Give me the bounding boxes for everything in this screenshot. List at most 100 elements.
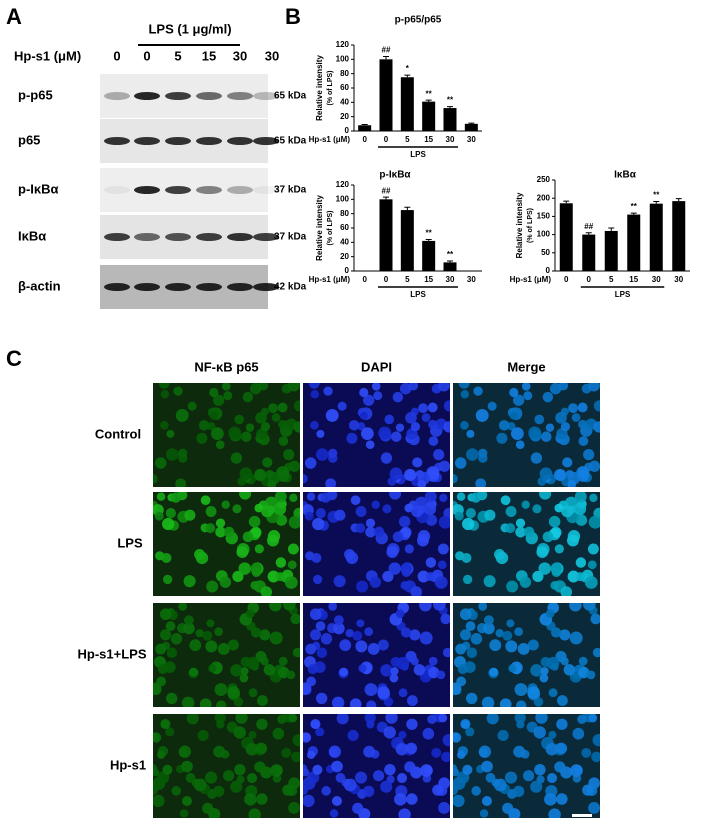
cell xyxy=(159,608,172,621)
cell xyxy=(215,518,226,528)
error-bar xyxy=(425,238,432,241)
cell xyxy=(352,802,364,814)
cell xyxy=(395,423,405,432)
cell xyxy=(505,640,518,653)
cell xyxy=(348,420,360,431)
cell xyxy=(181,696,195,707)
significance-label: ** xyxy=(447,96,454,105)
cell xyxy=(214,627,223,637)
bar xyxy=(379,59,393,132)
cell xyxy=(497,729,509,742)
cell xyxy=(363,394,375,406)
cell xyxy=(550,627,562,638)
cell xyxy=(539,467,553,481)
cell xyxy=(256,718,268,730)
cell xyxy=(325,478,337,487)
cell xyxy=(246,656,260,670)
chart-title: IκBα xyxy=(614,170,637,181)
cell xyxy=(427,402,438,413)
cell xyxy=(588,802,600,814)
cell xyxy=(454,457,467,469)
cell xyxy=(425,572,435,582)
cell xyxy=(390,431,402,442)
cell xyxy=(591,751,600,763)
cell xyxy=(254,761,266,773)
cell xyxy=(588,460,600,472)
blot-band xyxy=(104,92,130,100)
cell xyxy=(478,603,488,611)
cell xyxy=(563,664,576,676)
y-tick-label: 60 xyxy=(340,223,349,232)
cell xyxy=(569,603,582,612)
cell xyxy=(309,608,322,621)
cell xyxy=(261,505,274,518)
cell xyxy=(571,413,581,422)
cell xyxy=(355,506,367,517)
cell xyxy=(516,720,525,729)
cell xyxy=(316,692,328,705)
cell xyxy=(380,452,393,464)
blot-band xyxy=(165,92,191,100)
cell xyxy=(514,714,526,724)
micrograph xyxy=(153,383,300,487)
cell xyxy=(489,667,499,677)
y-axis-label: Relative intensity xyxy=(515,192,524,258)
cell xyxy=(479,809,489,818)
cell xyxy=(555,742,568,755)
cell xyxy=(237,476,247,486)
cell xyxy=(310,718,321,730)
significance-label: ## xyxy=(584,222,593,231)
cell xyxy=(165,508,176,519)
cell xyxy=(170,633,183,645)
cell xyxy=(281,747,292,758)
dose-label: Hp-s1 (μM) xyxy=(14,48,81,63)
x-tick-label: 30 xyxy=(467,275,476,284)
cell xyxy=(441,751,450,763)
cell xyxy=(516,700,527,707)
cell xyxy=(159,629,172,641)
cell xyxy=(248,688,258,698)
significance-label: ** xyxy=(426,229,433,238)
cell xyxy=(189,667,199,677)
cell xyxy=(312,574,323,585)
chart-title: p-IκBα xyxy=(379,170,411,181)
cell xyxy=(309,629,322,641)
cell xyxy=(214,714,226,724)
cell xyxy=(470,492,481,503)
cell xyxy=(434,576,448,589)
cell xyxy=(234,414,245,425)
cell xyxy=(277,714,287,725)
cell xyxy=(355,640,368,653)
cell xyxy=(558,383,569,391)
cell-group xyxy=(303,492,450,596)
cell xyxy=(255,412,267,424)
cell xyxy=(569,631,583,645)
cell-group xyxy=(303,383,450,487)
cell xyxy=(178,745,192,758)
cell xyxy=(453,794,465,808)
cell xyxy=(359,411,368,420)
cell xyxy=(389,492,402,500)
cell xyxy=(406,718,418,730)
cell xyxy=(423,502,437,516)
cell xyxy=(308,383,320,389)
cell xyxy=(559,629,571,641)
cell xyxy=(428,656,438,666)
cell xyxy=(248,730,257,739)
cell xyxy=(273,502,287,516)
cell xyxy=(286,670,296,680)
blot-band xyxy=(196,137,222,145)
cell xyxy=(211,427,224,441)
cell xyxy=(592,733,600,747)
cell xyxy=(556,793,568,805)
cell xyxy=(568,403,578,414)
cell xyxy=(534,414,545,425)
cell xyxy=(373,391,383,401)
blot-band xyxy=(165,186,191,194)
cell xyxy=(331,696,345,707)
significance-label: ** xyxy=(631,202,638,211)
cell xyxy=(230,452,243,464)
size-label: 65 kDa xyxy=(274,91,307,102)
y-axis-sublabel: (% of LPS) xyxy=(527,208,534,243)
